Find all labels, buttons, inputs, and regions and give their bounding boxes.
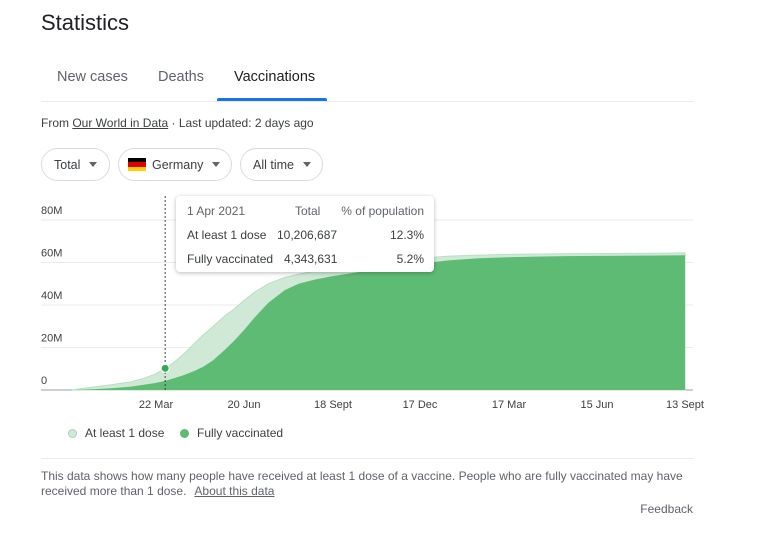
tooltip-row-total: 4,343,631 [284, 252, 338, 266]
data-note: This data shows how many people have rec… [41, 469, 696, 498]
y-tick-label: 80M [41, 205, 62, 217]
metric-dropdown-label: Total [54, 157, 81, 172]
x-tick-label: 18 Sept [314, 399, 352, 411]
data-note-text: This data shows how many people have rec… [41, 469, 683, 498]
tooltip-row-label: Fully vaccinated [187, 252, 274, 266]
x-tick-label: 13 Sept [666, 399, 704, 411]
tooltip-row-pct: 5.2% [396, 252, 424, 266]
tooltip-row-total: 10,206,687 [277, 228, 338, 242]
tooltip-row-pct: 12.3% [389, 228, 424, 242]
y-tick-label: 20M [41, 333, 62, 345]
country-dropdown[interactable]: Germany [118, 148, 232, 181]
tab-new-cases[interactable]: New cases [57, 69, 128, 85]
divider [41, 458, 693, 459]
y-tick-label: 0 [41, 375, 47, 387]
y-tick-label: 60M [41, 248, 62, 260]
chevron-down-icon [89, 162, 98, 167]
feedback-link[interactable]: Feedback [640, 502, 693, 516]
range-dropdown[interactable]: All time [240, 148, 323, 181]
source-link[interactable]: Our World in Data [72, 116, 169, 130]
series-area-fully-vaccinated [72, 255, 685, 390]
tooltip-date: 1 Apr 2021 [187, 204, 246, 218]
chevron-down-icon [212, 162, 221, 167]
hover-point [160, 363, 170, 373]
source-line: From Our World in Data · Last updated: 2… [41, 116, 314, 130]
x-tick-label: 17 Dec [403, 399, 438, 411]
metric-dropdown[interactable]: Total [41, 148, 110, 181]
x-tick-label: 20 Jun [227, 399, 260, 411]
tooltip-row-label: At least 1 dose [187, 228, 267, 242]
x-tick-label: 22 Mar [139, 399, 174, 411]
active-tab-indicator [217, 98, 327, 101]
tooltip-col-pct: % of population [341, 204, 424, 218]
country-dropdown-label: Germany [152, 157, 204, 172]
tooltip-col-total: Total [295, 204, 321, 218]
legend-label: Fully vaccinated [197, 426, 284, 440]
chart-tooltip: 1 Apr 2021 Total % of population At leas… [176, 196, 434, 272]
about-data-link[interactable]: About this data [194, 483, 275, 498]
legend-dot-icon [180, 428, 189, 438]
vaccination-chart[interactable]: 0 20M 40M 60M 80M 22 Mar 20 Jun 18 Sept 17 Dec 17… [0, 190, 767, 420]
source-prefix: From [41, 116, 73, 130]
germany-flag-icon [128, 157, 146, 172]
y-tick-label: 40M [41, 290, 62, 302]
last-updated: · Last updated: 2 days ago [168, 116, 314, 130]
legend-item-at-least-1-dose[interactable]: At least 1 dose [68, 426, 164, 440]
range-dropdown-label: All time [253, 157, 294, 172]
legend-label: At least 1 dose [85, 426, 165, 440]
tab-deaths[interactable]: Deaths [158, 69, 204, 85]
tab-bar: New cases Deaths Vaccinations [41, 60, 693, 102]
legend-dot-icon [68, 428, 77, 438]
tab-vaccinations[interactable]: Vaccinations [234, 69, 316, 85]
page-title: Statistics [41, 10, 130, 35]
x-tick-label: 15 Jun [580, 399, 613, 411]
legend-item-fully-vaccinated[interactable]: Fully vaccinated [180, 426, 283, 440]
chevron-down-icon [302, 162, 311, 167]
x-tick-label: 17 Mar [492, 399, 527, 411]
